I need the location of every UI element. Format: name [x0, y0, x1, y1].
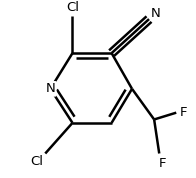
Text: Cl: Cl — [66, 1, 79, 14]
Text: N: N — [151, 7, 161, 20]
Text: F: F — [159, 157, 166, 170]
Text: N: N — [45, 82, 55, 95]
Text: F: F — [179, 106, 187, 119]
Text: Cl: Cl — [30, 156, 43, 169]
